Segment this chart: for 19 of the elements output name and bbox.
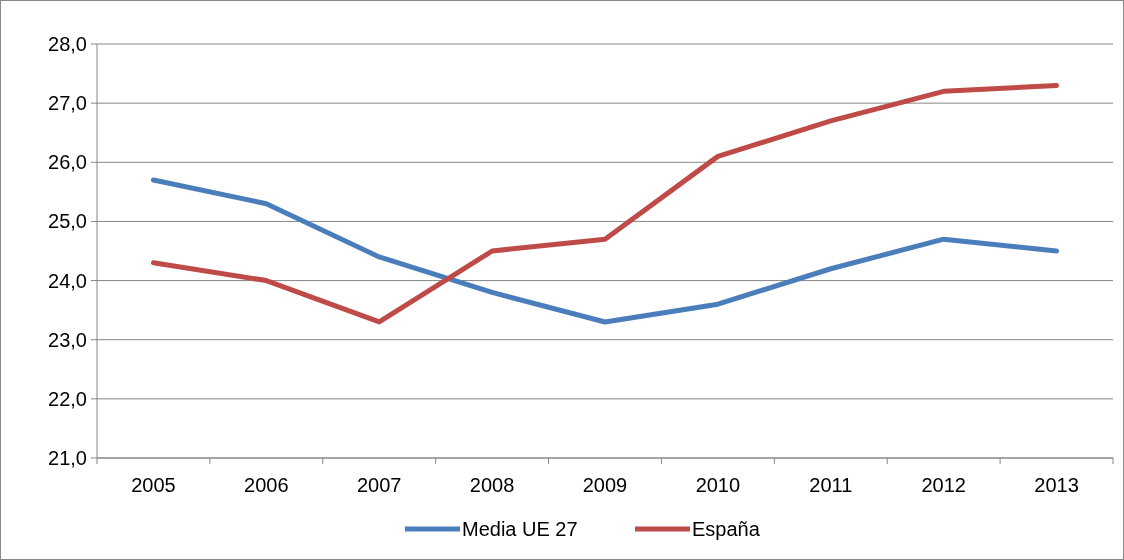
x-tick-label: 2013: [1034, 474, 1079, 496]
y-tick-label: 26,0: [48, 151, 87, 174]
x-tick-label: 2006: [244, 474, 289, 496]
y-tick-label: 24,0: [48, 269, 87, 292]
y-tick-label: 25,0: [48, 210, 87, 233]
y-tick-label: 23,0: [48, 328, 87, 351]
x-tick-label: 2005: [131, 474, 176, 496]
y-tick-label: 27,0: [48, 92, 87, 115]
y-tick-label: 28,0: [48, 33, 87, 55]
legend-label: Media UE 27: [462, 518, 578, 540]
x-tick-label: 2007: [356, 474, 402, 496]
x-tick-label: 2012: [921, 474, 966, 496]
x-tick-label: 2008: [469, 474, 515, 496]
y-tick-label: 22,0: [48, 387, 87, 410]
y-tick-label: 21,0: [48, 447, 87, 469]
x-tick-label: 2010: [695, 474, 741, 496]
legend-label: España: [692, 518, 761, 540]
x-tick-label: 2011: [809, 474, 853, 496]
x-tick-label: 2009: [582, 474, 628, 496]
